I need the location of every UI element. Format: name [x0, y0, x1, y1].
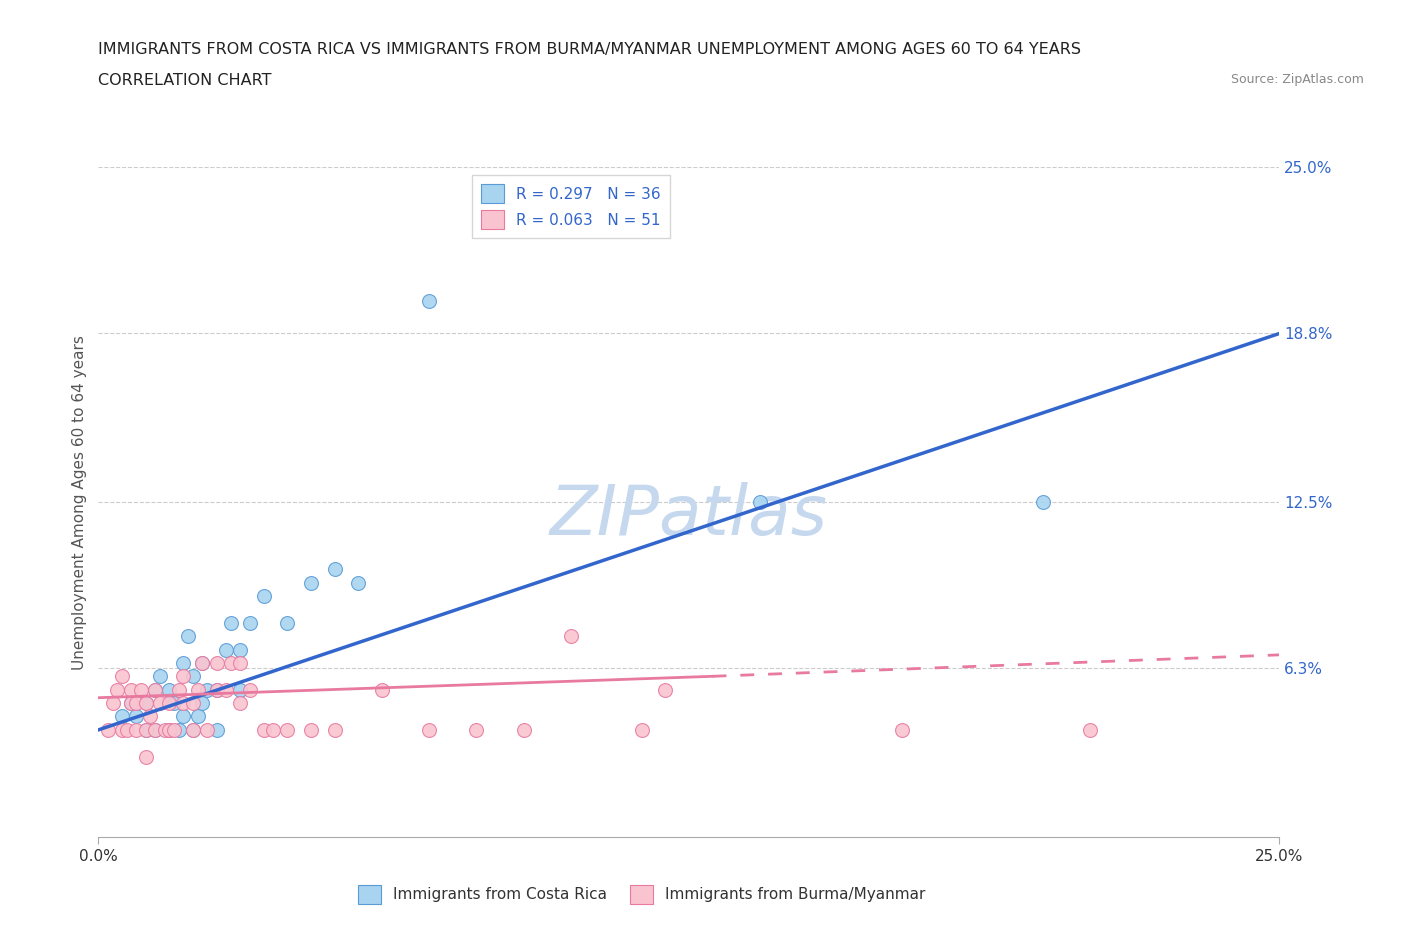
Point: [187, 683, 209, 698]
Point: [181, 669, 204, 684]
Point: [172, 709, 194, 724]
Text: ZIPatlas: ZIPatlas: [550, 482, 828, 549]
Point: [149, 669, 172, 684]
Point: [215, 683, 238, 698]
Point: [890, 723, 912, 737]
Point: [172, 656, 194, 671]
Point: [299, 575, 322, 590]
Point: [129, 683, 152, 698]
Point: [205, 723, 228, 737]
Point: [191, 696, 214, 711]
Point: [111, 669, 134, 684]
Point: [512, 723, 534, 737]
Point: [262, 723, 284, 737]
Point: [111, 723, 134, 737]
Point: [177, 629, 200, 644]
Point: [163, 696, 186, 711]
Legend: Immigrants from Costa Rica, Immigrants from Burma/Myanmar: Immigrants from Costa Rica, Immigrants f…: [352, 879, 932, 910]
Point: [157, 723, 180, 737]
Point: [748, 495, 770, 510]
Point: [195, 723, 218, 737]
Point: [149, 696, 172, 711]
Point: [229, 683, 252, 698]
Point: [163, 723, 186, 737]
Point: [418, 294, 440, 309]
Point: [143, 683, 166, 698]
Point: [172, 669, 194, 684]
Point: [135, 723, 157, 737]
Point: [323, 723, 346, 737]
Point: [143, 723, 166, 737]
Point: [121, 696, 143, 711]
Point: [654, 683, 676, 698]
Point: [97, 723, 120, 737]
Point: [323, 562, 346, 577]
Point: [253, 589, 276, 604]
Point: [219, 656, 242, 671]
Point: [167, 723, 190, 737]
Point: [135, 696, 157, 711]
Point: [229, 642, 252, 657]
Point: [181, 723, 204, 737]
Point: [125, 696, 148, 711]
Point: [465, 723, 488, 737]
Point: [139, 709, 162, 724]
Point: [157, 723, 180, 737]
Text: CORRELATION CHART: CORRELATION CHART: [98, 73, 271, 87]
Point: [371, 683, 394, 698]
Point: [630, 723, 652, 737]
Point: [135, 750, 157, 764]
Point: [143, 723, 166, 737]
Point: [205, 656, 228, 671]
Point: [239, 683, 262, 698]
Point: [1080, 723, 1102, 737]
Y-axis label: Unemployment Among Ages 60 to 64 years: Unemployment Among Ages 60 to 64 years: [72, 335, 87, 670]
Point: [205, 683, 228, 698]
Point: [125, 723, 148, 737]
Point: [219, 616, 242, 631]
Point: [125, 709, 148, 724]
Point: [229, 656, 252, 671]
Point: [239, 616, 262, 631]
Point: [191, 656, 214, 671]
Point: [181, 723, 204, 737]
Point: [560, 629, 582, 644]
Point: [191, 656, 214, 671]
Text: IMMIGRANTS FROM COSTA RICA VS IMMIGRANTS FROM BURMA/MYANMAR UNEMPLOYMENT AMONG A: IMMIGRANTS FROM COSTA RICA VS IMMIGRANTS…: [98, 42, 1081, 57]
Point: [181, 696, 204, 711]
Point: [205, 683, 228, 698]
Point: [347, 575, 370, 590]
Point: [215, 642, 238, 657]
Point: [143, 683, 166, 698]
Point: [172, 696, 194, 711]
Point: [157, 683, 180, 698]
Point: [195, 683, 218, 698]
Point: [111, 709, 134, 724]
Point: [1032, 495, 1054, 510]
Point: [229, 696, 252, 711]
Point: [135, 696, 157, 711]
Point: [276, 616, 298, 631]
Point: [121, 696, 143, 711]
Point: [105, 683, 128, 698]
Point: [276, 723, 298, 737]
Point: [153, 723, 176, 737]
Point: [253, 723, 276, 737]
Point: [418, 723, 440, 737]
Text: Source: ZipAtlas.com: Source: ZipAtlas.com: [1230, 73, 1364, 86]
Point: [299, 723, 322, 737]
Point: [157, 696, 180, 711]
Point: [115, 723, 138, 737]
Point: [101, 696, 124, 711]
Point: [187, 709, 209, 724]
Point: [167, 683, 190, 698]
Point: [121, 683, 143, 698]
Point: [135, 723, 157, 737]
